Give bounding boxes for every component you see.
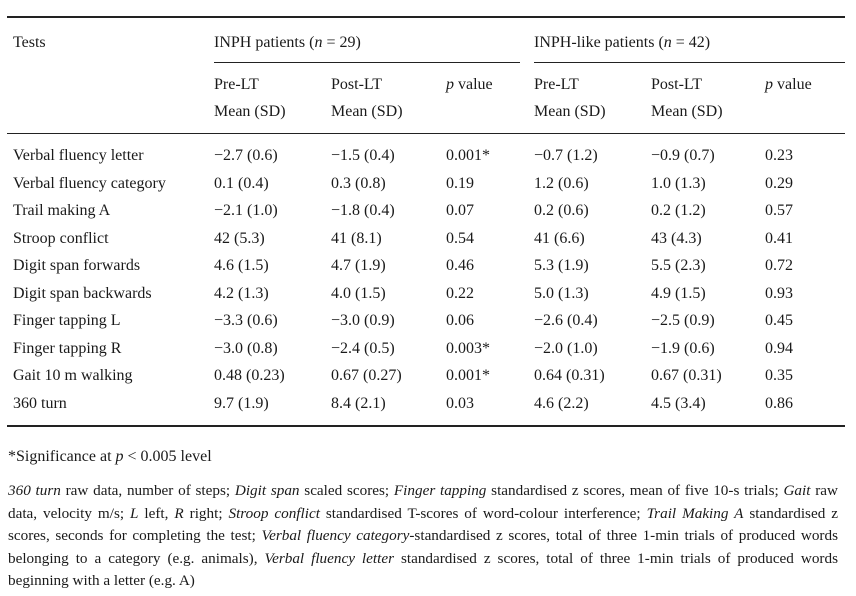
cell-test: Digit span backwards [13, 284, 152, 302]
table-bottom-rule [7, 425, 845, 427]
cell-like-p: 0.23 [765, 147, 793, 164]
cell-inph-post: −1.5 (0.4) [331, 147, 395, 164]
header-bottom-rule [7, 133, 845, 134]
cell-like-pre: 1.2 (0.6) [534, 174, 589, 192]
results-table-container: Tests INPH patients (n = 29) INPH-like p… [7, 16, 846, 427]
header-like-p: p value [765, 76, 812, 93]
cell-test: Finger tapping R [13, 339, 122, 357]
cell-inph-p: 0.19 [446, 174, 474, 192]
cell-inph-post: −3.0 (0.9) [331, 312, 395, 329]
cell-like-pre: −2.0 (1.0) [534, 339, 598, 357]
cell-like-p: 0.35 [765, 367, 793, 384]
cell-like-p: 0.93 [765, 284, 793, 302]
cell-like-p: 0.94 [765, 339, 793, 357]
table-row: Finger tapping L −3.3 (0.6) −3.0 (0.9) 0.06… [7, 307, 845, 335]
cell-like-p: 0.72 [765, 257, 793, 274]
table-row: Digit span backwards 4.2 (1.3) 4.0 (1.5) 0.… [7, 280, 845, 308]
cell-like-p: 0.41 [765, 229, 793, 247]
table-row: Stroop conflict 42 (5.3) 41 (8.1) 0.54 41 (6… [7, 225, 845, 253]
cell-like-post: −0.9 (0.7) [651, 147, 715, 164]
cell-like-pre: 5.0 (1.3) [534, 284, 589, 302]
cell-test: Verbal fluency letter [13, 147, 144, 164]
cell-like-pre: 41 (6.6) [534, 229, 585, 247]
table-top-rule [7, 16, 845, 18]
cell-test: Trail making A [13, 202, 111, 219]
cell-test: Stroop conflict [13, 229, 109, 247]
cell-inph-pre: 4.6 (1.5) [214, 257, 269, 274]
cell-inph-p: 0.003* [446, 339, 490, 357]
cell-inph-post: 4.7 (1.9) [331, 257, 386, 274]
cell-inph-pre: −2.7 (0.6) [214, 147, 278, 164]
cell-inph-p: 0.06 [446, 312, 474, 329]
cell-like-p: 0.45 [765, 312, 793, 329]
cell-like-post: −2.5 (0.9) [651, 312, 715, 329]
header-inph-post: Post-LT Mean (SD) [331, 76, 403, 120]
cell-inph-pre: 42 (5.3) [214, 229, 265, 247]
cell-inph-p: 0.03 [446, 394, 474, 412]
results-table: Tests INPH patients (n = 29) INPH-like p… [7, 18, 846, 133]
cell-like-pre: 5.3 (1.9) [534, 257, 589, 274]
cell-test: Digit span forwards [13, 257, 141, 274]
cell-inph-post: −2.4 (0.5) [331, 339, 395, 357]
cell-inph-pre: 4.2 (1.3) [214, 284, 269, 302]
cell-like-pre: 4.6 (2.2) [534, 394, 589, 412]
cell-inph-post: 41 (8.1) [331, 229, 382, 247]
table-row: Gait 10 m walking 0.48 (0.23) 0.67 (0.27) 0… [7, 362, 845, 390]
cell-inph-p: 0.46 [446, 257, 474, 274]
cell-like-p: 0.57 [765, 202, 793, 219]
cell-inph-post: 0.3 (0.8) [331, 174, 386, 192]
cell-like-post: 5.5 (2.3) [651, 257, 706, 274]
table-row: Verbal fluency category 0.1 (0.4) 0.3 (0.8… [7, 170, 845, 198]
cell-inph-pre: −2.1 (1.0) [214, 202, 278, 219]
cell-inph-post: 4.0 (1.5) [331, 284, 386, 302]
cell-test: Verbal fluency category [13, 174, 166, 192]
cell-like-post: 1.0 (1.3) [651, 174, 706, 192]
cell-like-post: −1.9 (0.6) [651, 339, 715, 357]
header-group-inph-like: INPH-like patients (n = 42) [534, 18, 846, 63]
cell-inph-pre: 0.1 (0.4) [214, 174, 269, 192]
cell-like-p: 0.86 [765, 394, 793, 412]
cell-like-post: 0.2 (1.2) [651, 202, 706, 219]
results-table-body: Verbal fluency letter −2.7 (0.6) −1.5 (0.4… [7, 134, 845, 417]
header-row-groups: Tests INPH patients (n = 29) INPH-like p… [7, 18, 846, 63]
header-inph-p: p value [446, 76, 493, 93]
cell-like-pre: 0.2 (0.6) [534, 202, 589, 219]
table-row: Verbal fluency letter −2.7 (0.6) −1.5 (0.4… [7, 134, 845, 170]
table-row: Digit span forwards 4.6 (1.5) 4.7 (1.9) 0.4… [7, 252, 845, 280]
cell-inph-post: 0.67 (0.27) [331, 367, 402, 384]
footnote-definitions: 360 turn raw data, number of steps; Digi… [8, 482, 838, 589]
cell-inph-post: −1.8 (0.4) [331, 202, 395, 219]
cell-like-post: 4.9 (1.5) [651, 284, 706, 302]
header-like-post: Post-LT Mean (SD) [651, 76, 723, 120]
cell-like-pre: −0.7 (1.2) [534, 147, 598, 164]
footnote-significance: *Significance at p < 0.005 level [8, 448, 212, 465]
cell-inph-pre: 0.48 (0.23) [214, 367, 285, 384]
cell-test: Gait 10 m walking [13, 367, 133, 384]
cell-test: Finger tapping L [13, 312, 121, 329]
cell-like-p: 0.29 [765, 174, 793, 192]
table-row: Finger tapping R −3.0 (0.8) −2.4 (0.5) 0.00… [7, 335, 845, 363]
cell-like-post: 43 (4.3) [651, 229, 702, 247]
header-inph-pre: Pre-LT Mean (SD) [214, 76, 286, 120]
cell-like-pre: −2.6 (0.4) [534, 312, 598, 329]
header-group-inph: INPH patients (n = 29) [214, 18, 534, 63]
cell-inph-pre: 9.7 (1.9) [214, 394, 269, 412]
table-row: 360 turn 9.7 (1.9) 8.4 (2.1) 0.03 4.6 (2.2) 4… [7, 390, 845, 418]
cell-inph-p: 0.22 [446, 284, 474, 302]
cell-inph-p: 0.54 [446, 229, 474, 247]
cell-like-post: 0.67 (0.31) [651, 367, 722, 384]
cell-inph-p: 0.001* [446, 367, 490, 384]
table-row: Trail making A −2.1 (1.0) −1.8 (0.4) 0.07 0.… [7, 197, 845, 225]
cell-inph-p: 0.001* [446, 147, 490, 164]
cell-inph-post: 8.4 (2.1) [331, 394, 386, 412]
cell-like-pre: 0.64 (0.31) [534, 367, 605, 384]
cell-like-post: 4.5 (3.4) [651, 394, 706, 412]
header-row-subcolumns: Pre-LT Mean (SD) Post-LT Mean (SD) p value… [7, 63, 845, 133]
header-tests: Tests [13, 34, 46, 51]
cell-inph-pre: −3.3 (0.6) [214, 312, 278, 329]
cell-test: 360 turn [13, 394, 67, 412]
cell-inph-p: 0.07 [446, 202, 474, 219]
cell-inph-pre: −3.0 (0.8) [214, 339, 278, 357]
header-like-pre: Pre-LT Mean (SD) [534, 76, 606, 120]
